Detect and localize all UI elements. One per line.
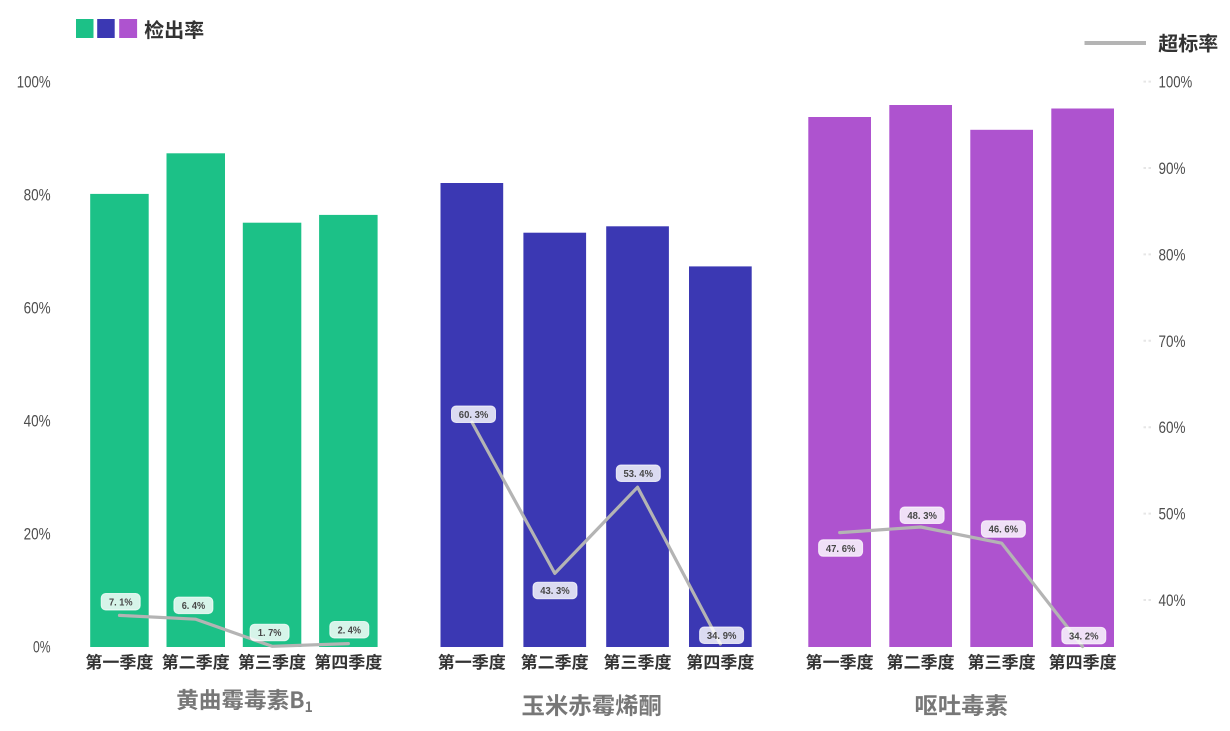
svg-text:0%: 0% <box>33 638 51 657</box>
svg-text:6. 4%: 6. 4% <box>182 601 206 612</box>
svg-text:90%: 90% <box>1159 159 1186 178</box>
svg-text:60%: 60% <box>1159 418 1186 437</box>
svg-text:40%: 40% <box>1159 591 1186 610</box>
svg-text:34. 2%: 34. 2% <box>1069 631 1099 642</box>
svg-text:46. 6%: 46. 6% <box>989 525 1019 536</box>
svg-text:60%: 60% <box>24 299 51 318</box>
svg-text:2. 4%: 2. 4% <box>338 626 362 637</box>
svg-text:7. 1%: 7. 1% <box>109 598 133 609</box>
svg-text:100%: 100% <box>1159 73 1193 92</box>
svg-text:43. 3%: 43. 3% <box>540 586 570 597</box>
svg-text:1. 7%: 1. 7% <box>258 628 282 639</box>
svg-text:48. 3%: 48. 3% <box>907 511 937 522</box>
svg-text:34. 9%: 34. 9% <box>707 631 737 642</box>
svg-text:40%: 40% <box>24 412 51 431</box>
svg-text:53. 4%: 53. 4% <box>624 469 654 480</box>
svg-text:20%: 20% <box>24 525 51 544</box>
svg-text:60. 3%: 60. 3% <box>459 410 489 421</box>
svg-text:70%: 70% <box>1159 332 1186 351</box>
svg-text:80%: 80% <box>1159 245 1186 264</box>
svg-text:80%: 80% <box>24 186 51 205</box>
svg-text:50%: 50% <box>1159 505 1186 524</box>
svg-text:47. 6%: 47. 6% <box>826 544 856 555</box>
svg-text:100%: 100% <box>17 73 51 92</box>
